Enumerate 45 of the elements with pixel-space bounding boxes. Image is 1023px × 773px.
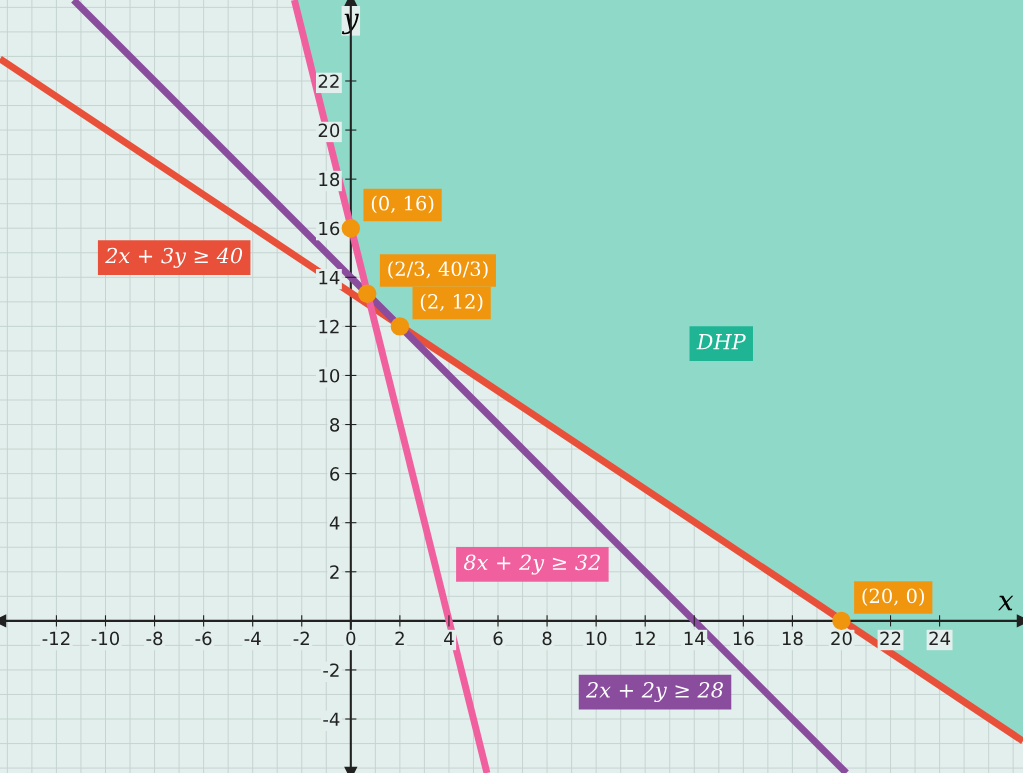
y-tick-label: 8 xyxy=(330,418,340,432)
annotation: (0, 16) xyxy=(371,195,434,214)
x-tick-label: -4 xyxy=(244,631,261,645)
x-tick-label: -6 xyxy=(195,631,212,646)
y-tick-label: 2 xyxy=(330,565,339,579)
x-tick-label: 8 xyxy=(542,631,552,646)
x-tick-label: 16 xyxy=(733,631,754,646)
x-tick-label: 14 xyxy=(684,631,705,645)
annotation: (20, 0) xyxy=(862,588,925,606)
series-label: 8x + 2y ≥ 32 xyxy=(464,554,600,575)
point xyxy=(358,284,377,303)
y-tick-label: 14 xyxy=(319,270,340,285)
x-tick-label: 12 xyxy=(635,631,655,645)
x-tick-label: 20 xyxy=(831,631,852,646)
x-tick-label: 22 xyxy=(880,631,901,645)
point xyxy=(832,611,851,631)
x-tick-label: 10 xyxy=(586,631,607,646)
y-tick-label: 20 xyxy=(318,123,340,138)
x-tick-label: -8 xyxy=(146,631,163,646)
x-tick-label: 6 xyxy=(493,631,503,646)
point xyxy=(390,317,410,336)
y-tick-label: -4 xyxy=(323,712,340,726)
y-tick-label: 12 xyxy=(319,319,339,334)
series-label: 2x + 2y ≥ 28 xyxy=(585,682,723,703)
series-label: 2x + 3y ≥ 40 xyxy=(105,247,243,268)
x-tick-label: -12 xyxy=(42,631,70,645)
x-axis-title: x xyxy=(998,595,1014,611)
y-tick-label: 10 xyxy=(319,368,340,383)
annotation: (2, 12) xyxy=(420,293,483,312)
x-tick-label: -10 xyxy=(91,631,120,646)
y-tick-label: 4 xyxy=(329,516,340,530)
x-tick-label: -2 xyxy=(293,631,309,645)
y-tick-label: 16 xyxy=(319,221,340,236)
x-tick-label: 18 xyxy=(782,631,803,646)
y-tick-label: -2 xyxy=(323,663,339,677)
y-tick-label: 22 xyxy=(318,74,339,88)
y-tick-label: 6 xyxy=(330,467,340,481)
y-tick-label: 18 xyxy=(319,172,340,187)
x-tick-label: 4 xyxy=(444,631,454,645)
point xyxy=(341,219,361,238)
series-label: DHP xyxy=(696,334,746,350)
x-tick-label: 2 xyxy=(395,631,404,645)
x-tick-label: 24 xyxy=(929,631,951,645)
x-tick-label: 0 xyxy=(346,631,356,646)
annotation: (2/3, 40/3) xyxy=(388,261,488,279)
